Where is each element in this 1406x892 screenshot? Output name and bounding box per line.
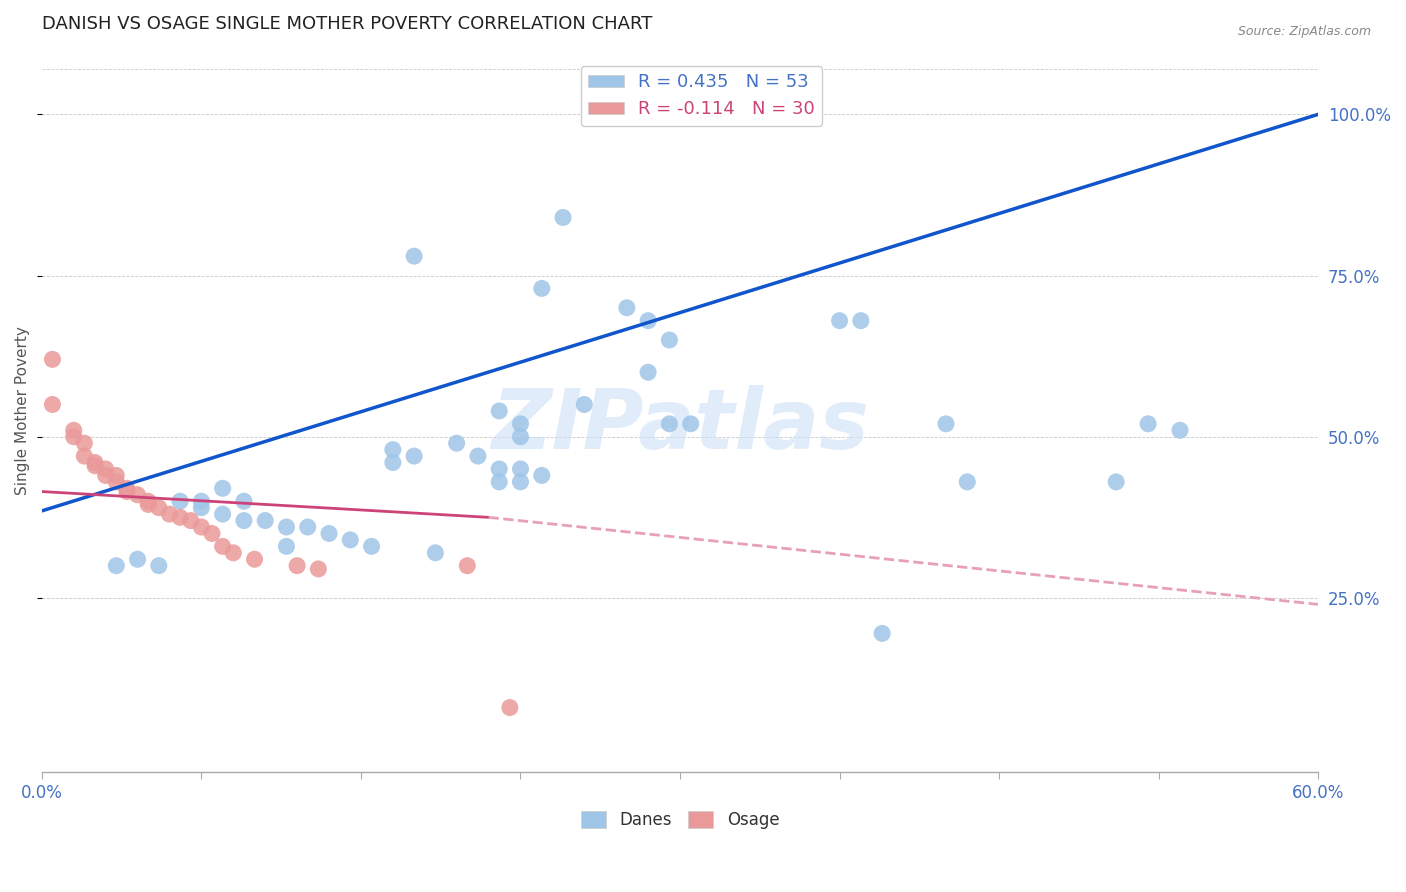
Point [115, 484, 138, 499]
Point [530, 281, 553, 295]
Point [637, 365, 659, 379]
Point [297, 520, 319, 534]
Point [62, 430, 84, 444]
Point [616, 301, 638, 315]
Point [105, 475, 128, 489]
Point [232, 494, 254, 508]
Text: Source: ZipAtlas.com: Source: ZipAtlas.com [1237, 25, 1371, 38]
Point [509, 430, 531, 444]
Point [339, 533, 361, 547]
Point [211, 481, 233, 495]
Point [700, 107, 723, 121]
Point [849, 313, 872, 327]
Point [127, 552, 149, 566]
Point [201, 526, 224, 541]
Point [488, 404, 510, 418]
Point [381, 456, 404, 470]
Point [509, 417, 531, 431]
Point [115, 481, 138, 495]
Point [276, 540, 298, 554]
Point [318, 526, 340, 541]
Point [765, 107, 787, 121]
Point [828, 313, 851, 327]
Point [956, 475, 979, 489]
Text: DANISH VS OSAGE SINGLE MOTHER POVERTY CORRELATION CHART: DANISH VS OSAGE SINGLE MOTHER POVERTY CO… [42, 15, 652, 33]
Point [254, 514, 277, 528]
Point [190, 494, 212, 508]
Point [41, 352, 63, 367]
Y-axis label: Single Mother Poverty: Single Mother Poverty [15, 326, 30, 495]
Point [211, 507, 233, 521]
Point [232, 514, 254, 528]
Point [105, 468, 128, 483]
Point [148, 558, 170, 573]
Point [180, 514, 202, 528]
Point [721, 107, 744, 121]
Point [658, 333, 681, 347]
Point [425, 546, 447, 560]
Point [105, 558, 128, 573]
Point [509, 475, 531, 489]
Point [222, 546, 245, 560]
Point [509, 462, 531, 476]
Point [488, 475, 510, 489]
Point [679, 417, 702, 431]
Point [404, 249, 426, 263]
Point [276, 520, 298, 534]
Point [679, 107, 702, 121]
Point [1105, 475, 1128, 489]
Point [446, 436, 468, 450]
Point [211, 540, 233, 554]
Point [127, 488, 149, 502]
Point [94, 468, 117, 483]
Point [381, 442, 404, 457]
Point [94, 462, 117, 476]
Point [136, 494, 159, 508]
Point [84, 458, 107, 473]
Point [360, 540, 382, 554]
Point [1168, 423, 1191, 437]
Point [62, 423, 84, 437]
Point [73, 436, 96, 450]
Point [307, 562, 329, 576]
Point [148, 500, 170, 515]
Point [285, 558, 308, 573]
Point [456, 558, 478, 573]
Point [574, 397, 596, 411]
Point [488, 462, 510, 476]
Point [84, 456, 107, 470]
Point [499, 700, 522, 714]
Point [870, 626, 893, 640]
Point [1137, 417, 1160, 431]
Point [190, 500, 212, 515]
Legend: Danes, Osage: Danes, Osage [574, 805, 786, 836]
Point [404, 449, 426, 463]
Point [136, 498, 159, 512]
Point [243, 552, 266, 566]
Point [190, 520, 212, 534]
Point [41, 397, 63, 411]
Point [530, 468, 553, 483]
Point [159, 507, 181, 521]
Point [169, 494, 191, 508]
Point [467, 449, 489, 463]
Point [73, 449, 96, 463]
Point [935, 417, 957, 431]
Point [551, 211, 574, 225]
Point [637, 313, 659, 327]
Point [658, 417, 681, 431]
Point [169, 510, 191, 524]
Text: ZIPatlas: ZIPatlas [491, 384, 869, 466]
